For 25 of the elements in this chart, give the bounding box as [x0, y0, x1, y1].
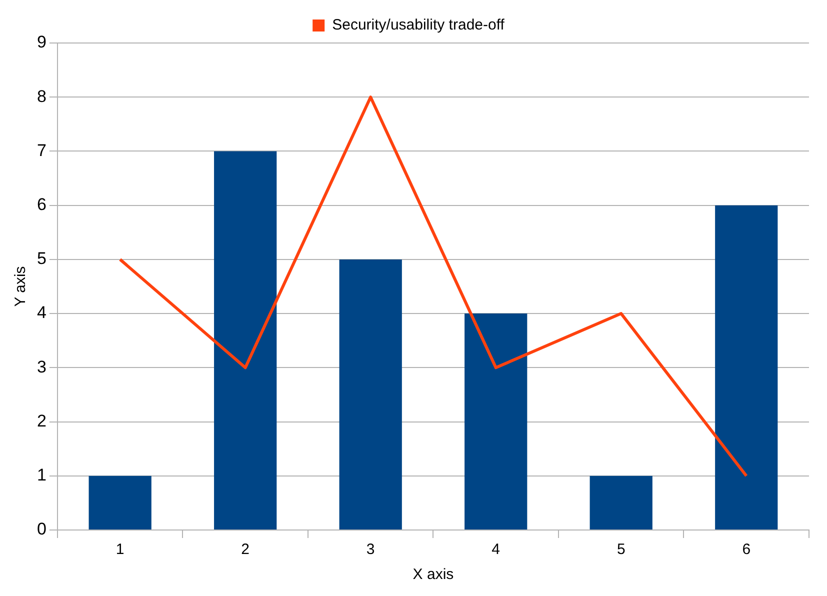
x-tick-label: 6 [742, 541, 751, 558]
legend-label: Security/usability trade-off [332, 16, 506, 34]
y-tick-label: 2 [36, 411, 46, 430]
x-tick-label: 5 [616, 541, 626, 558]
y-tick-label: 4 [36, 303, 46, 322]
x-tick-label: 2 [241, 541, 250, 558]
x-axis-title: X axis [412, 566, 454, 584]
y-tick-label: 7 [36, 140, 46, 160]
bar [88, 476, 152, 530]
bar [214, 151, 277, 530]
x-tick-label: 1 [116, 541, 124, 558]
bar [715, 205, 778, 530]
y-tick-label: 0 [36, 520, 46, 539]
y-tick-label: 3 [36, 357, 46, 376]
bar [339, 259, 402, 530]
y-tick-label: 5 [36, 249, 46, 268]
y-tick-label: 9 [36, 32, 46, 52]
bar [464, 314, 528, 530]
x-tick-label: 3 [366, 541, 375, 558]
y-axis-title: Y axis [12, 266, 30, 307]
bar [590, 476, 652, 530]
y-tick-label: 6 [36, 195, 46, 214]
x-tick-label: 4 [492, 541, 500, 558]
y-tick-label: 1 [36, 466, 46, 485]
y-tick-label: 8 [36, 86, 46, 106]
